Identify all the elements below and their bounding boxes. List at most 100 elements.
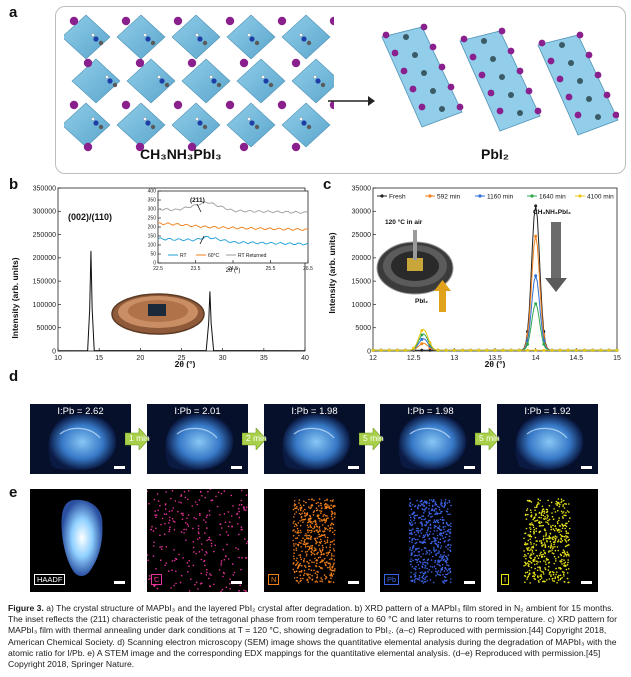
edx-map-label-3: Pb [384,574,400,585]
nitrogen-atom-57 [197,120,203,126]
hydrogen-atom-7 [143,33,147,37]
pbi2-lead-1-0 [481,38,487,44]
pbi2-iodine-1-3 [487,89,495,97]
pbi2-layer-2 [537,34,619,136]
hydrogen-atom-35 [209,75,213,79]
b-xtick-label-4: 30 [219,355,227,362]
iodine-atom-48 [69,100,79,110]
nitrogen-atom-61 [249,120,255,126]
c-point-4-26 [582,348,586,352]
edx-map-label-1: C [151,574,163,585]
pbi6-octahedron-8 [236,58,286,104]
scale-bar-4 [581,466,592,469]
edx-map-1: C [147,489,248,592]
c-point-4-6 [420,329,424,333]
iodine-atom-0 [69,16,79,26]
nitrogen-atom-13 [249,36,255,42]
pbi2-layer-0 [381,26,463,128]
bi-xtick-label-3: 25.5 [266,266,276,272]
c-xtick-label-3: 13.5 [488,355,502,362]
c-xtick-label-0: 12 [369,355,377,362]
edx-map-3: Pb [380,489,481,592]
time-arrow-label-1: 2 min [246,433,267,443]
iodine-atom-88 [291,142,301,152]
pbi2-iodine-b-1-4 [534,107,542,115]
pbi2-lead-0-1 [412,52,418,58]
inset-legend: RT 60°C RT Returned [168,253,267,259]
iodine-atom-4 [121,16,131,26]
c-ytick-label-0: 0 [367,348,371,355]
hydrogen-atom-39 [261,75,265,79]
bi-ytick-label-7: 350 [148,198,157,204]
panel-c-xrd-chart: 12 12.5 13 13.5 14 14.5 15 0 5000 10000 15000 20000… [327,185,621,368]
scale-bar-1 [231,466,242,469]
mapbi3-structure-label: CH₃NH₃PbI₃ [140,146,222,162]
c-legend-marker-2 [478,194,482,198]
iodine-atom-72 [83,142,93,152]
iodine-atom-80 [187,142,197,152]
pbi2-iodine-b-0-4 [456,103,464,111]
nitrogen-atom-29 [159,78,165,84]
nitrogen-atom-25 [107,78,113,84]
bi-series-1 [157,222,309,231]
pbi2-structure-label: PbI₂ [481,146,509,162]
iodine-atom-12 [225,16,235,26]
inset-xlabel: 2θ (°) [226,268,241,274]
hydrogen-atom-11 [195,33,199,37]
pbi6-octahedron-12 [171,102,221,148]
c-ytick-label-1: 5000 [355,325,371,332]
iodine-atom-24 [83,58,93,68]
carbon-atom-62 [254,124,260,130]
edx-map-2: N [264,489,365,592]
c-ytick-label-5: 25000 [352,232,372,239]
up-arrow-icon [434,280,451,312]
sample-photo [111,293,205,335]
b-ytick-label-5: 250000 [33,232,56,239]
panel-c-ylabel: Intensity (arb. units) [327,232,337,313]
pbi2-iodine-b-2-1 [585,51,593,59]
carbon-atom-42 [320,82,326,88]
b-ytick-label-4: 200000 [33,255,56,262]
bi-ytick-label-8: 400 [148,189,157,195]
panel-c-mapbi3-label: CH₃NH₃PbI₃ [533,209,571,216]
c-point-3-19 [526,342,530,346]
edx-dots-3 [408,498,452,584]
nitrogen-atom-17 [301,36,307,42]
carbon-atom-58 [202,124,208,130]
carbon-atom-26 [112,82,118,88]
pbi6-octahedron-0 [64,14,111,60]
c-point-4-15 [493,348,497,352]
bi-series-2 [157,201,309,214]
pbi2-lead-1-1 [490,56,496,62]
c-point-2-20 [534,274,538,278]
c-point-4-12 [469,348,473,352]
c-legend-marker-0 [380,194,384,198]
pbi2-iodine-b-0-1 [429,43,437,51]
c-point-4-25 [574,348,578,352]
c-xtick-label-2: 13 [450,355,458,362]
iodine-atom-8 [173,16,183,26]
pbi2-iodine-2-4 [574,111,582,119]
b-ytick-label-1: 50000 [37,325,57,332]
c-point-1-20 [534,234,538,238]
c-point-4-5 [412,346,416,350]
nitrogen-atom-9 [197,36,203,42]
edx-scale-bar-2 [348,581,359,584]
edx-map-label-0: HAADF [34,574,66,585]
iodine-atom-76 [135,142,145,152]
c-point-1-6 [420,342,424,346]
pbi2-iodine-b-2-4 [612,111,619,119]
nitrogen-atom-33 [211,78,217,84]
caption-figure-number: Figure 3. [8,603,44,613]
pbi2-lead-0-3 [430,88,436,94]
time-arrow-label-0: 1 min [129,433,150,443]
b-ytick-label-3: 150000 [33,278,56,285]
panel-a-crystal-structures: CH₃NH₃PbI₃ PbI₂ [55,6,626,174]
pbi2-iodine-b-2-0 [576,31,584,39]
down-arrow-icon [545,222,567,292]
c-series-4 [373,328,617,351]
pbi6-octahedron-10 [64,102,111,148]
c-point-4-8 [436,348,440,352]
panel-label-e: e [9,484,18,501]
pbi2-iodine-0-3 [409,85,417,93]
